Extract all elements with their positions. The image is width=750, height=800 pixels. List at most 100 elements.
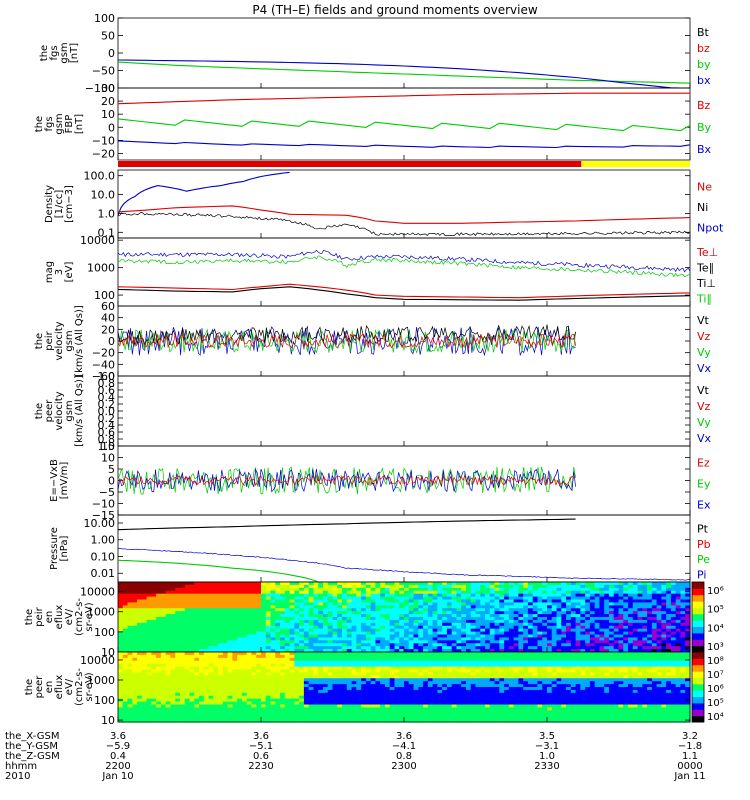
heatmap-cell xyxy=(165,692,172,697)
heatmap-cell xyxy=(237,710,243,714)
heatmap-cell xyxy=(651,625,658,630)
heatmap-cell xyxy=(122,698,129,703)
heatmap-cell xyxy=(551,599,558,604)
heatmap-cell xyxy=(661,590,667,595)
heatmap-cell xyxy=(389,628,396,633)
heatmap-cell xyxy=(418,695,424,700)
heatmap-cell xyxy=(137,704,143,709)
heatmap-cell xyxy=(289,608,295,612)
heatmap-cell xyxy=(547,631,553,636)
heatmap-cell xyxy=(280,649,286,653)
heatmap-cell xyxy=(332,716,338,720)
heatmap-cell xyxy=(418,611,424,615)
heatmap-cell xyxy=(137,628,143,633)
heatmap-cell xyxy=(241,599,248,604)
heatmap-cell xyxy=(132,654,138,659)
heatmap-cell xyxy=(194,698,200,703)
heatmap-cell xyxy=(127,599,133,604)
heatmap-cell xyxy=(213,605,219,609)
heatmap-cell xyxy=(256,672,262,676)
heatmap-cell xyxy=(404,695,410,700)
heatmap-cell xyxy=(122,695,129,700)
heatmap-cell xyxy=(179,640,186,644)
heatmap-cell xyxy=(380,675,386,679)
y-tick-label: −60 xyxy=(92,370,115,383)
heatmap-cell xyxy=(251,657,257,662)
heatmap-cell xyxy=(251,611,257,615)
heatmap-cell xyxy=(637,637,643,641)
heatmap-cell xyxy=(394,701,400,706)
heatmap-cell xyxy=(132,611,138,615)
heatmap-cell xyxy=(470,719,477,723)
heatmap-cell xyxy=(299,710,305,714)
heatmap-cell xyxy=(194,640,200,644)
heatmap-cell xyxy=(132,710,138,714)
heatmap-cell xyxy=(327,660,334,665)
heatmap-cell xyxy=(170,596,176,601)
heatmap-cell xyxy=(380,646,386,650)
heatmap-cell xyxy=(165,716,172,720)
heatmap-cell xyxy=(322,663,329,668)
heatmap-cell xyxy=(561,587,567,592)
heatmap-cell xyxy=(122,707,129,711)
heatmap-cell xyxy=(308,582,315,586)
heatmap-cell xyxy=(613,584,620,589)
heatmap-cell xyxy=(499,646,505,650)
heatmap-cell xyxy=(370,619,376,624)
heatmap-cell xyxy=(370,593,376,598)
heatmap-cell xyxy=(127,582,133,586)
heatmap-cell xyxy=(580,643,586,647)
y-tick-label: 0.8 xyxy=(98,433,116,446)
heatmap-cell xyxy=(465,692,472,697)
heatmap-cell xyxy=(270,602,276,606)
heatmap-cell xyxy=(623,617,629,621)
heatmap-cell xyxy=(346,695,353,700)
heatmap-cell xyxy=(465,657,472,662)
heatmap-cell xyxy=(547,602,553,606)
heatmap-cell xyxy=(370,713,376,717)
heatmap-cell xyxy=(589,619,596,624)
heatmap-cell xyxy=(442,692,448,697)
heatmap-cell xyxy=(423,684,429,688)
heatmap-cell xyxy=(594,596,601,601)
heatmap-cell xyxy=(303,646,310,650)
heatmap-cell xyxy=(446,637,453,641)
heatmap-cell xyxy=(446,713,453,717)
heatmap-cell xyxy=(179,716,186,720)
heatmap-cell xyxy=(337,707,343,711)
heatmap-cell xyxy=(413,666,419,671)
heatmap-cell xyxy=(322,649,329,653)
heatmap-cell xyxy=(318,622,324,627)
heatmap-cell xyxy=(137,707,143,711)
heatmap-cell xyxy=(251,617,257,621)
heatmap-cell xyxy=(299,652,305,656)
heatmap-cell xyxy=(265,695,272,700)
heatmap-cell xyxy=(637,628,643,633)
heatmap-cell xyxy=(623,619,629,624)
heatmap-cell xyxy=(413,628,419,633)
heatmap-cell xyxy=(423,654,429,659)
heatmap-cell xyxy=(351,692,357,697)
heatmap-cell xyxy=(375,590,381,595)
heatmap-cell xyxy=(461,657,467,662)
heatmap-cell xyxy=(313,605,319,609)
heatmap-cell xyxy=(413,622,419,627)
heatmap-cell xyxy=(127,628,133,633)
heatmap-cell xyxy=(470,599,477,604)
heatmap-cell xyxy=(656,634,662,639)
heatmap-cell xyxy=(413,619,419,624)
heatmap-cell xyxy=(647,614,653,618)
heatmap-cell xyxy=(318,672,324,676)
heatmap-cell xyxy=(275,614,281,618)
heatmap-cell xyxy=(175,698,181,703)
y-tick-label: 10000 xyxy=(80,234,115,247)
heatmap-cell xyxy=(370,631,376,636)
heatmap-cell xyxy=(375,646,381,650)
heatmap-cell xyxy=(337,643,343,647)
heatmap-cell xyxy=(284,587,291,592)
heatmap-cell xyxy=(446,611,453,615)
heatmap-cell xyxy=(394,681,400,685)
heatmap-cell xyxy=(470,692,477,697)
heatmap-cell xyxy=(137,584,143,589)
